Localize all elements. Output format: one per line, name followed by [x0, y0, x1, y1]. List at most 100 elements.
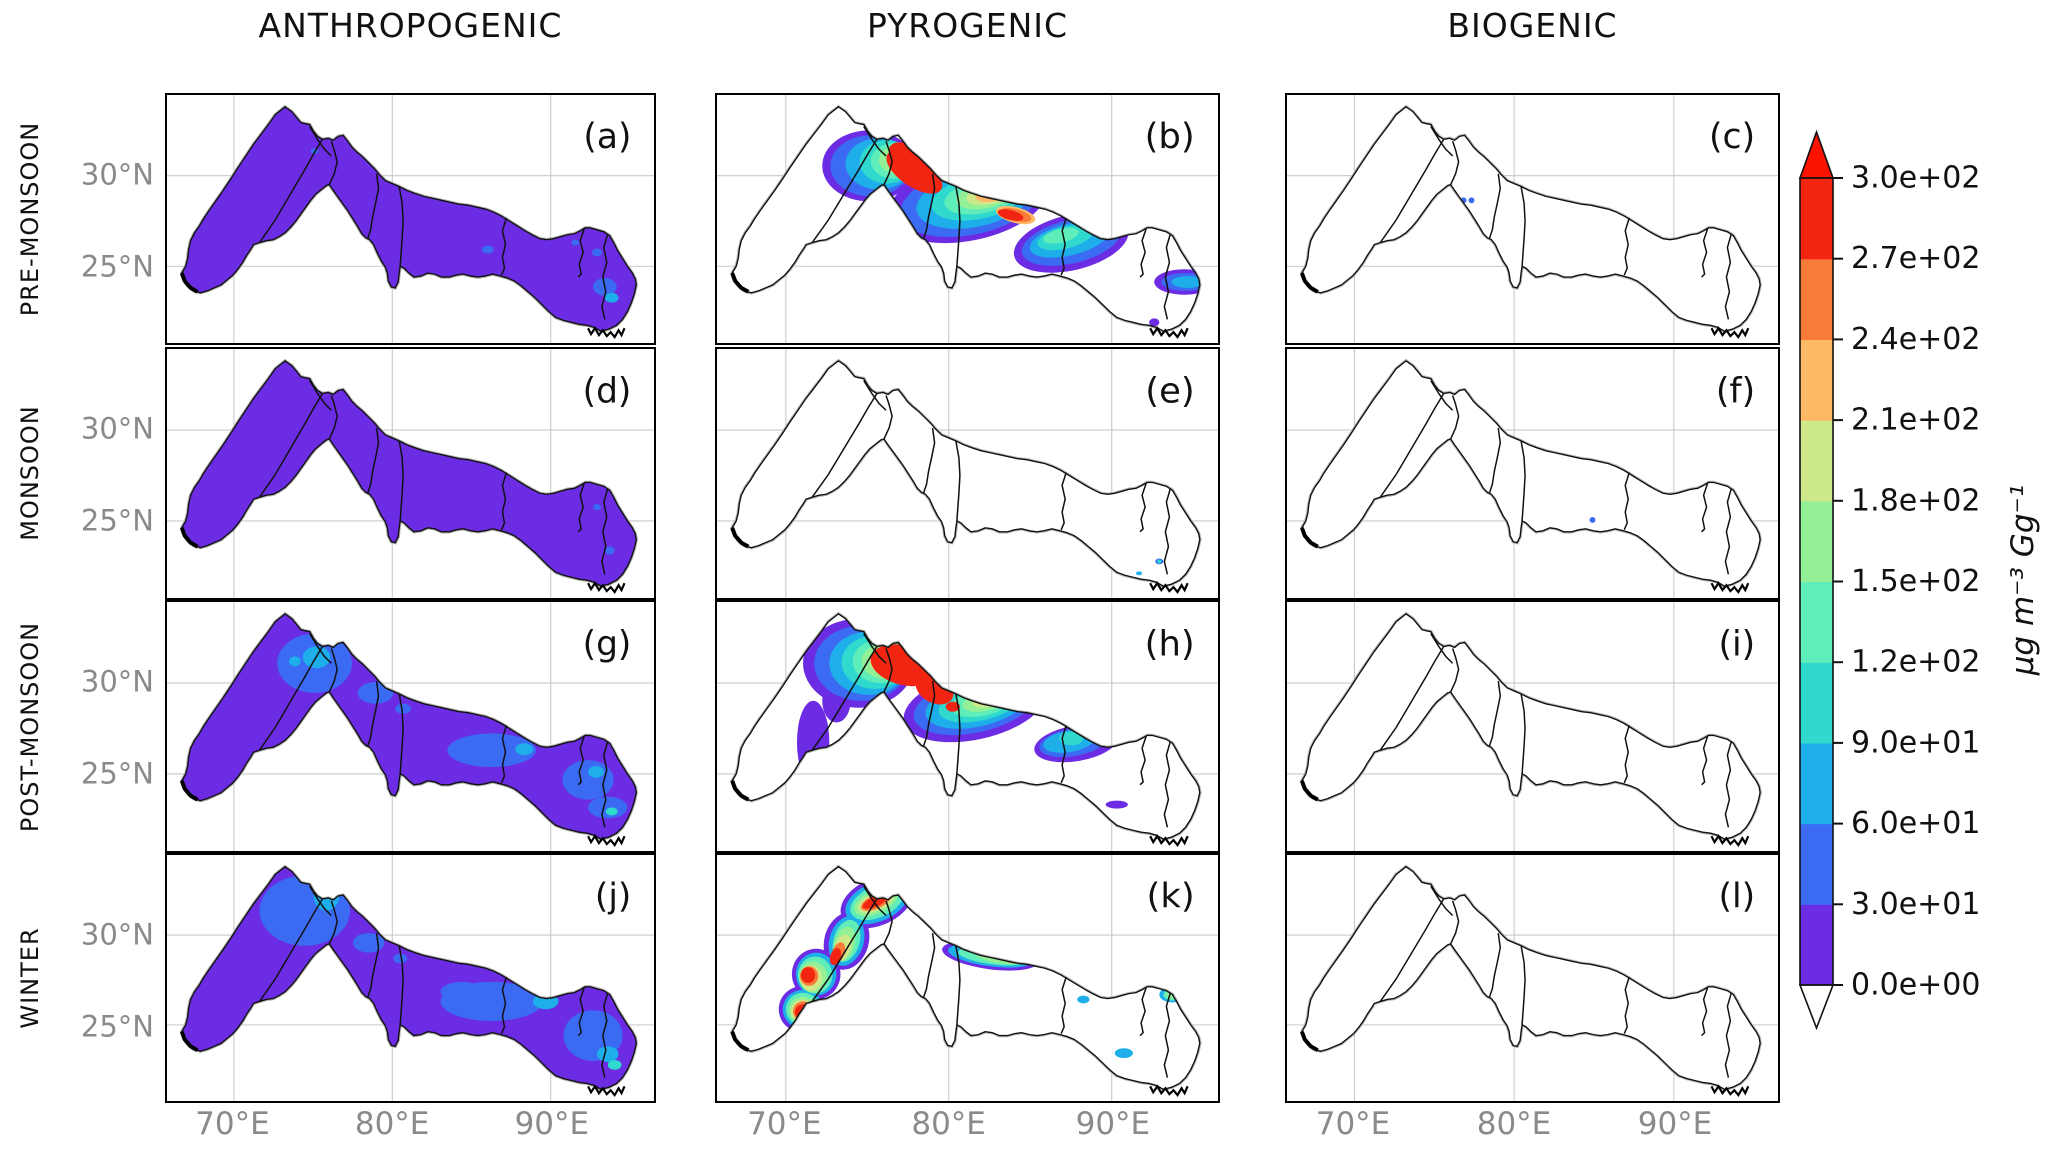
region-outline: [181, 359, 637, 587]
colorbar-segment: [1800, 420, 1833, 502]
contour-blob: [1614, 312, 1621, 319]
sundarbans-fringe: [587, 834, 626, 847]
region-outline: [181, 612, 637, 840]
sundarbans-fringe: [1149, 581, 1189, 594]
contour-blob: [357, 682, 394, 704]
y-tick-label: 30°N: [80, 917, 154, 952]
colorbar-tick-label: 2.1e+02: [1851, 403, 1980, 438]
colorbar-tick-label: 0.0e+00: [1851, 968, 1980, 1003]
contour-blob: [440, 981, 543, 1021]
contour-blob: [481, 245, 494, 254]
region-fill: [181, 360, 637, 587]
state-boundaries: [1379, 380, 1733, 575]
contour-blob: [593, 504, 601, 511]
map-canvas: (c): [1287, 95, 1778, 343]
x-tick-label: 90°E: [1637, 1106, 1713, 1142]
map-panel-c: (c): [1285, 93, 1780, 345]
colorbar-tick-label: 3.0e+02: [1851, 161, 1980, 196]
contour-blob: [571, 239, 580, 246]
contour-blob: [604, 292, 619, 303]
map-panel-d: (d): [165, 347, 656, 600]
panel-letter: (f): [1716, 371, 1755, 411]
colorbar-tick-label: 1.5e+02: [1851, 564, 1980, 599]
x-tick-label: 90°E: [1075, 1106, 1151, 1142]
contour-blob: [1043, 227, 1079, 244]
contour-blob: [1059, 731, 1084, 746]
map-canvas: (f): [1287, 349, 1778, 598]
region-outline: [181, 865, 637, 1091]
panel-letter: (i): [1718, 624, 1755, 664]
contour-blob: [515, 743, 533, 756]
colorbar-segment: [1800, 742, 1833, 825]
colorbar-segment: [1800, 258, 1833, 340]
state-boundaries: [1379, 126, 1733, 320]
region-outline: [731, 105, 1201, 332]
sundarbans-fringe: [1710, 834, 1750, 847]
region-fill: [1301, 106, 1761, 332]
y-tick-label: 30°N: [80, 157, 154, 192]
contour-field: [593, 504, 615, 555]
x-tick-label: 80°E: [1476, 1106, 1552, 1142]
map-panel-i: (i): [1285, 600, 1780, 853]
region-outline: [731, 865, 1201, 1091]
coastline-mark: [1300, 272, 1319, 294]
map-panel-g: (g): [165, 600, 656, 853]
region-outline: [1301, 359, 1761, 587]
map-panel-a: (a): [165, 93, 656, 345]
contour-blob: [393, 953, 408, 964]
row-label-pre-monsoon: PRE-MONSOON: [16, 121, 44, 317]
map-canvas: (e): [717, 349, 1218, 598]
contour-blob: [259, 875, 350, 946]
colorbar-tick-label: 6.0e+01: [1851, 806, 1980, 841]
contour-blob: [588, 796, 628, 819]
coastline-mark: [179, 1031, 199, 1052]
colorbar-under-arrow: [1798, 984, 1835, 1031]
panel-letter: (b): [1145, 118, 1195, 157]
contour-blob: [801, 967, 816, 983]
state-boundaries: [811, 380, 1172, 575]
colorbar-canvas: 3.0e+02 2.7e+02 2.4e+02 2.1e+02 1.8e+02 1.5e+…: [1798, 129, 2041, 1031]
contour-blob: [1589, 516, 1596, 523]
y-tick-label: 30°N: [80, 411, 154, 446]
contour-blob: [588, 766, 604, 778]
map-canvas: (j): [167, 855, 654, 1101]
contour-blob: [607, 1060, 622, 1070]
x-tick-label: 80°E: [354, 1106, 430, 1142]
y-tick-label: 25°N: [80, 503, 154, 538]
contour-blob: [1105, 800, 1128, 809]
map-panel-h: (h): [715, 600, 1220, 853]
coastline-mark: [730, 527, 750, 549]
coastline-mark: [1300, 780, 1319, 802]
colorbar-segment: [1800, 662, 1833, 744]
contour-field: [1136, 558, 1164, 576]
map-panel-k: (k): [715, 853, 1220, 1103]
column-title-biogenic: BIOGENIC: [1447, 6, 1618, 45]
colorbar-tick-label: 1.2e+02: [1851, 645, 1980, 680]
map-panel-f: (f): [1285, 347, 1780, 600]
map-canvas: (a): [167, 95, 654, 343]
contour-blob: [352, 933, 385, 953]
contour-blob: [604, 546, 615, 555]
colorbar-segment: [1800, 178, 1833, 260]
region-outline: [731, 612, 1201, 840]
contour-blob: [1136, 571, 1143, 576]
state-boundaries: [258, 885, 609, 1078]
state-boundaries: [1379, 633, 1733, 828]
sundarbans-fringe: [1149, 326, 1189, 340]
state-boundaries: [1379, 885, 1733, 1078]
contour-blob: [1044, 277, 1058, 287]
contour-blob: [829, 948, 841, 966]
contour-blob: [288, 656, 301, 667]
colorbar-unit-label: µg m⁻³ Gg⁻¹: [2005, 485, 2041, 677]
contour-field: [1589, 516, 1596, 523]
contour-blob: [605, 807, 618, 816]
region-fill: [732, 360, 1200, 587]
x-tick-label: 80°E: [911, 1106, 986, 1142]
region-outline: [731, 359, 1201, 587]
x-tick-label: 90°E: [514, 1106, 590, 1142]
contour-blob: [1149, 318, 1160, 327]
colorbar-segment: [1800, 500, 1833, 583]
coastline-mark: [179, 527, 199, 549]
y-tick-label: 25°N: [80, 249, 154, 284]
state-boundaries: [811, 126, 1172, 320]
